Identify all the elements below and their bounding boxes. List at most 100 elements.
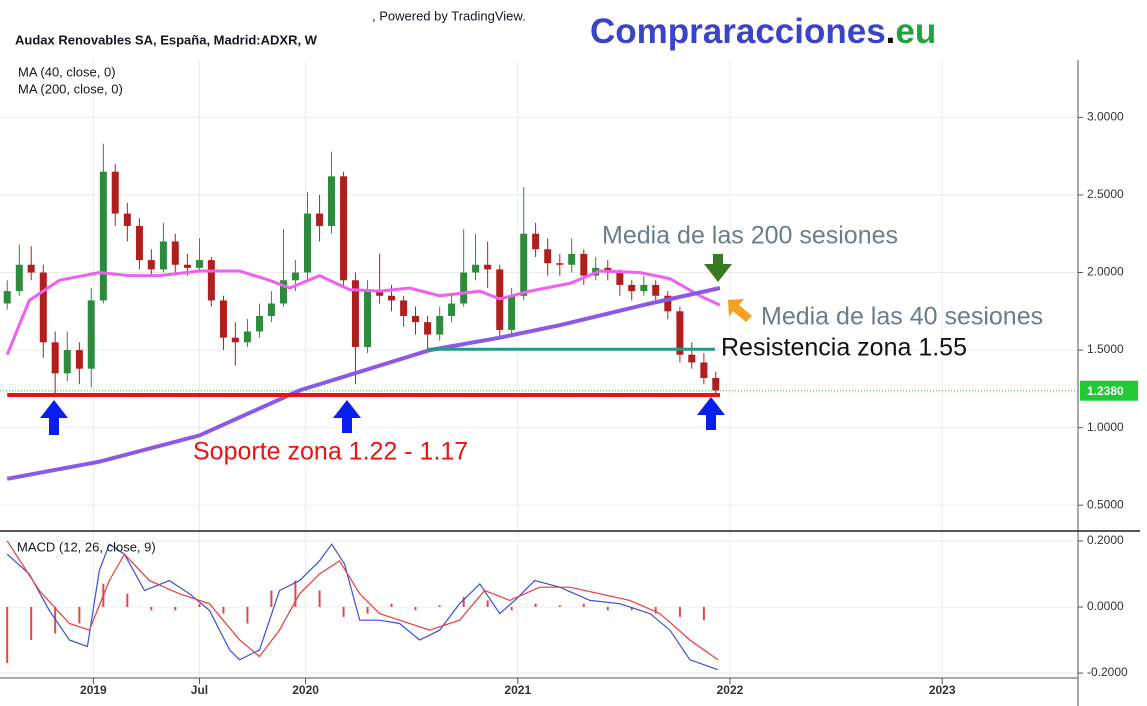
x-tick-label: 2022 [717, 683, 744, 697]
x-tick-label: 2023 [929, 683, 956, 697]
candle-body [364, 291, 372, 347]
y-tick-label: 2.0000 [1087, 265, 1124, 279]
candle-body [256, 315, 264, 332]
candle [436, 306, 444, 341]
candle-body [676, 311, 684, 355]
candle-body [411, 315, 419, 323]
candle-body [532, 233, 540, 250]
x-tick-label: 2020 [292, 683, 319, 697]
histogram-bar [510, 606, 513, 611]
candle [15, 244, 23, 296]
candle-body [544, 249, 552, 264]
grid [0, 60, 1078, 678]
histogram-bar [630, 606, 633, 611]
candle-body [207, 260, 215, 301]
x-tick-label: Jul [191, 683, 208, 697]
candle [123, 202, 131, 242]
candle [628, 280, 636, 301]
candle-body [436, 315, 444, 335]
histogram-bar [54, 606, 57, 634]
candle [171, 233, 179, 273]
candle-body [340, 176, 348, 281]
x-tick-label: 2019 [80, 683, 107, 697]
histogram-bar [318, 590, 321, 607]
candle-body [688, 354, 696, 363]
candle [207, 256, 215, 307]
candle [700, 353, 708, 385]
histogram-bar [294, 580, 297, 607]
candle-body [351, 280, 359, 347]
candle-body [147, 260, 155, 270]
brand: Compraracciones.eu [590, 12, 936, 51]
candle-body [3, 291, 11, 304]
candle [532, 222, 540, 257]
candle-body [568, 253, 576, 265]
arrow [704, 254, 732, 282]
candle [280, 229, 288, 307]
candle [256, 303, 264, 338]
candle-body [376, 291, 384, 296]
chart-title: Audax Renovables SA, España, Madrid:ADXR… [15, 32, 318, 47]
candle-body [280, 280, 288, 304]
candle-body [267, 303, 275, 316]
candle-body [664, 295, 672, 312]
candle-body [628, 284, 636, 292]
histogram-bar [270, 590, 273, 607]
candle [51, 331, 59, 394]
candle [63, 331, 71, 382]
macd-title: MACD (12, 26, close, 9) [17, 539, 156, 554]
candle-body [231, 337, 239, 343]
candle-body [15, 264, 23, 292]
candle [39, 264, 47, 358]
brand-dot: . [886, 12, 896, 51]
candle [411, 306, 419, 335]
histogram-bar [78, 606, 81, 624]
candle-body [195, 260, 203, 268]
histogram-bar [558, 605, 561, 607]
x-tick-label: 2021 [504, 683, 531, 697]
histogram-bar [414, 606, 417, 611]
candle-body [303, 213, 311, 273]
candle [231, 322, 239, 366]
histogram-bar [486, 600, 489, 607]
y-tick-label: 1.0000 [1087, 420, 1124, 434]
macd-line [6, 540, 719, 661]
moving-average [6, 286, 721, 481]
candle [159, 222, 167, 273]
candle-body [123, 213, 131, 226]
candle [616, 269, 624, 296]
arrow [697, 397, 725, 430]
candle-body [580, 253, 588, 276]
histogram-bar [606, 606, 609, 611]
candle-body [484, 264, 492, 270]
candle-body [183, 264, 191, 268]
candle [472, 233, 480, 281]
candle [652, 280, 660, 304]
moving-average [5, 269, 721, 356]
candle-body [135, 225, 143, 261]
legend-entry: MA (40, close, 0) [18, 64, 116, 79]
candle-body [472, 264, 480, 273]
candle [496, 264, 504, 338]
annotation: Media de las 200 sesiones [602, 222, 898, 250]
candle-body [327, 176, 335, 226]
histogram-bar [6, 606, 9, 664]
candle [99, 143, 107, 304]
brand-tld: eu [895, 12, 936, 51]
candle [327, 151, 335, 234]
candle-body [39, 272, 47, 343]
arrow [40, 400, 68, 435]
candle-body [640, 284, 648, 292]
annotation: Resistencia zona 1.55 [721, 334, 967, 362]
candle-body [460, 272, 468, 304]
y-tick-label: 0.0000 [1087, 599, 1124, 613]
candle-body [424, 322, 432, 335]
candle [135, 218, 143, 270]
histogram-bar [534, 603, 537, 607]
annotation: Soporte zona 1.22 - 1.17 [193, 438, 468, 466]
candle [147, 249, 155, 276]
y-tick-label: 0.2000 [1087, 533, 1124, 547]
candle [640, 275, 648, 296]
candle [664, 291, 672, 320]
